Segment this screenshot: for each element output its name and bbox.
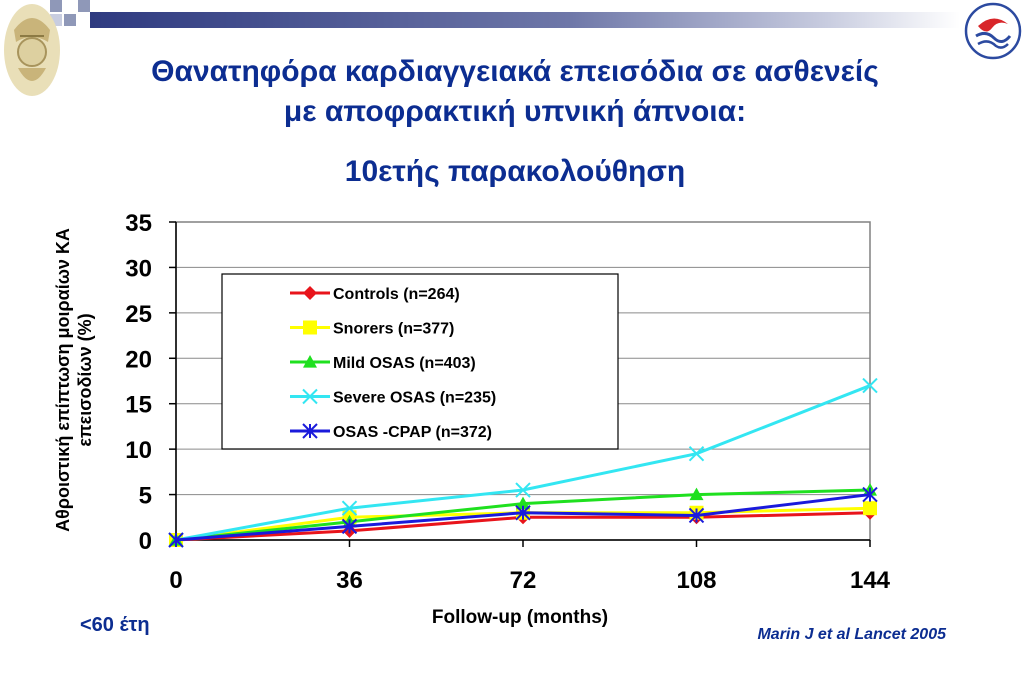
data-point (862, 377, 878, 394)
legend-label: Controls (n=264) (333, 286, 460, 303)
y-tick-label: 20 (125, 346, 152, 373)
data-point (341, 518, 358, 535)
legend-item: Mild OSAS (n=403) (290, 355, 476, 372)
y-tick-label: 35 (125, 210, 152, 237)
x-tick-label: 144 (850, 567, 891, 594)
data-point (515, 505, 531, 521)
y-tick-label: 10 (125, 437, 152, 464)
y-tick-label: 30 (125, 255, 152, 282)
legend-item: OSAS -CPAP (n=372) (290, 423, 492, 441)
legend-item: Snorers (n=377) (290, 320, 454, 338)
data-point (689, 487, 704, 501)
data-point (862, 486, 878, 503)
data-point (341, 500, 358, 516)
title-line-3: 10ετής παρακολούθηση (344, 155, 686, 188)
legend-label: Severe OSAS (n=235) (333, 390, 496, 407)
data-point (516, 496, 530, 510)
legend-label: OSAS -CPAP (n=372) (333, 424, 492, 441)
y-tick-label: 0 (139, 528, 152, 555)
x-tick-label: 108 (676, 567, 716, 594)
data-point (688, 445, 705, 462)
data-point (688, 507, 705, 524)
legend-marker (303, 355, 317, 368)
x-axis-label: Follow-up (months) (431, 607, 609, 628)
legend-marker (303, 286, 317, 300)
legend-box (221, 273, 619, 450)
title-line-2: με αποφρακτική υπνική άπνοια: (283, 95, 747, 128)
y-axis-label-line-2: επεισοδίων (%) (75, 313, 95, 447)
x-tick-label: 0 (169, 567, 182, 594)
y-axis-label-line-1: Αθροιστική επίπτωση μοιραίων ΚΑ (53, 228, 73, 532)
data-point (863, 501, 877, 516)
citation: Marin J et al Lancet 2005 (757, 626, 946, 643)
header-decoration (0, 0, 1023, 30)
age-note: <60 έτη (80, 614, 150, 636)
legend-item: Severe OSAS (n=235) (290, 388, 496, 407)
university-logo (4, 4, 60, 96)
legend-marker (302, 423, 318, 439)
x-tick-label: 72 (510, 567, 537, 594)
y-tick-label: 5 (139, 483, 152, 510)
data-point (515, 482, 531, 498)
x-tick-label: 36 (336, 567, 363, 594)
legend-marker (302, 388, 318, 405)
legend-marker (303, 320, 317, 335)
y-tick-label: 15 (125, 392, 152, 419)
legend-label: Mild OSAS (n=403) (333, 355, 476, 372)
legend-item: Controls (n=264) (290, 286, 460, 303)
data-point (168, 532, 184, 548)
title-line-1: Θανατηφόρα καρδιαγγειακά επεισόδια σε ασ… (151, 55, 879, 88)
series-4 (168, 486, 878, 548)
legend-label: Snorers (n=377) (333, 321, 454, 338)
y-tick-label: 25 (125, 301, 152, 328)
society-logo (964, 2, 1022, 60)
gradient-bar (90, 12, 960, 28)
